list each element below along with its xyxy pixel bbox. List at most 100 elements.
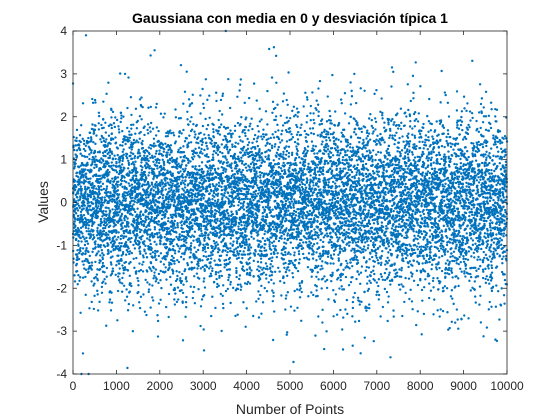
data-point bbox=[229, 164, 233, 167]
data-point bbox=[239, 202, 243, 205]
data-point bbox=[143, 170, 147, 174]
data-point bbox=[109, 179, 112, 183]
data-point bbox=[105, 187, 108, 191]
data-point bbox=[151, 156, 155, 160]
data-point bbox=[219, 292, 223, 296]
data-point bbox=[164, 184, 167, 187]
data-point bbox=[147, 290, 150, 294]
data-point bbox=[138, 241, 141, 244]
data-point bbox=[200, 207, 203, 210]
data-point bbox=[107, 252, 110, 255]
data-point bbox=[275, 155, 278, 158]
data-point bbox=[163, 168, 166, 171]
data-point bbox=[133, 247, 137, 250]
data-point bbox=[143, 133, 146, 137]
data-point bbox=[236, 172, 239, 175]
data-point bbox=[186, 110, 189, 114]
data-point bbox=[83, 267, 86, 270]
data-point bbox=[242, 221, 246, 224]
data-point bbox=[156, 319, 160, 323]
data-point bbox=[81, 247, 85, 250]
data-point bbox=[203, 269, 206, 273]
data-point bbox=[149, 156, 152, 159]
data-point bbox=[91, 101, 95, 105]
data-point bbox=[159, 279, 162, 282]
data-point bbox=[157, 190, 161, 194]
data-point bbox=[282, 157, 285, 161]
data-point bbox=[105, 206, 108, 209]
data-point bbox=[145, 177, 148, 180]
data-point bbox=[102, 280, 105, 283]
data-point bbox=[141, 105, 144, 109]
data-point bbox=[78, 206, 81, 210]
data-point bbox=[229, 247, 232, 250]
data-point bbox=[287, 145, 291, 148]
data-point bbox=[250, 201, 254, 205]
data-point bbox=[257, 297, 260, 300]
data-point bbox=[284, 253, 287, 257]
data-point bbox=[251, 210, 254, 214]
data-point bbox=[128, 139, 131, 142]
data-point bbox=[164, 243, 168, 246]
data-point bbox=[232, 204, 236, 207]
data-point bbox=[194, 192, 197, 195]
data-point bbox=[139, 202, 142, 206]
data-point bbox=[221, 151, 224, 155]
data-point bbox=[241, 256, 244, 260]
data-point bbox=[238, 83, 242, 86]
data-point bbox=[209, 314, 213, 318]
data-point bbox=[188, 134, 191, 137]
data-point bbox=[157, 129, 160, 133]
data-point bbox=[120, 114, 123, 117]
data-point bbox=[103, 174, 106, 177]
data-point bbox=[137, 284, 140, 287]
data-point bbox=[88, 180, 91, 184]
data-point bbox=[217, 284, 221, 287]
data-point bbox=[250, 235, 253, 239]
data-point bbox=[88, 131, 92, 135]
data-point bbox=[184, 244, 187, 248]
data-point bbox=[134, 169, 138, 172]
data-point bbox=[110, 108, 113, 112]
data-point bbox=[130, 127, 133, 130]
data-point bbox=[119, 237, 122, 241]
data-point bbox=[90, 217, 94, 220]
data-point bbox=[214, 212, 217, 215]
data-point bbox=[226, 140, 229, 144]
data-point bbox=[193, 155, 196, 158]
data-point bbox=[169, 203, 172, 206]
data-point bbox=[104, 231, 108, 235]
data-point bbox=[238, 249, 242, 253]
data-point bbox=[196, 216, 199, 220]
data-point bbox=[174, 108, 177, 111]
data-point bbox=[185, 164, 188, 167]
data-point bbox=[210, 206, 213, 210]
data-point bbox=[100, 201, 104, 205]
data-point bbox=[137, 301, 141, 304]
data-point bbox=[130, 199, 134, 202]
data-point bbox=[180, 205, 184, 209]
data-point bbox=[123, 235, 126, 238]
data-point bbox=[108, 224, 112, 228]
data-point bbox=[100, 221, 104, 224]
data-point bbox=[141, 234, 144, 238]
data-point bbox=[160, 235, 163, 239]
data-point bbox=[75, 149, 79, 152]
data-point bbox=[276, 252, 279, 255]
data-point bbox=[193, 274, 196, 278]
data-point bbox=[243, 132, 247, 135]
data-point bbox=[135, 213, 139, 216]
data-point bbox=[79, 226, 83, 230]
data-point bbox=[259, 174, 262, 177]
data-point bbox=[77, 274, 80, 277]
data-point bbox=[206, 123, 210, 127]
data-point bbox=[86, 222, 89, 225]
data-point bbox=[229, 280, 232, 284]
data-point bbox=[148, 224, 151, 228]
data-point bbox=[92, 235, 96, 239]
data-point bbox=[129, 240, 132, 244]
data-point bbox=[283, 281, 286, 285]
data-point bbox=[132, 203, 135, 206]
data-point bbox=[158, 201, 161, 204]
data-point bbox=[135, 270, 138, 273]
